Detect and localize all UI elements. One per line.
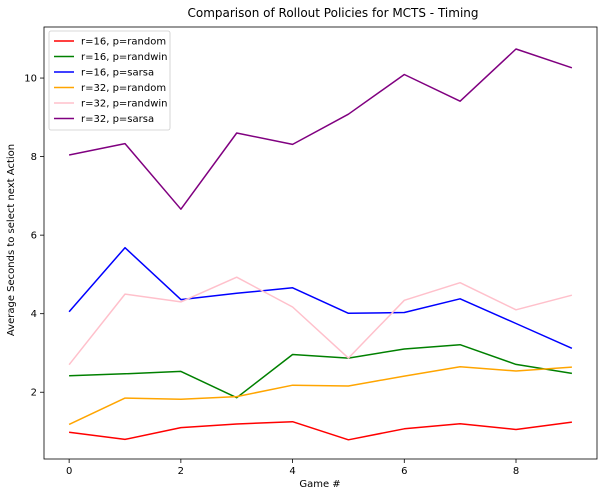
chart-title: Comparison of Rollout Policies for MCTS …: [187, 6, 478, 20]
legend-box: [48, 30, 171, 131]
series-line-3: [68, 365, 572, 426]
plot-frame: [43, 26, 598, 460]
legend-label: r=16, p=sarsa: [81, 68, 154, 79]
legend-label: r=32, p=sarsa: [81, 114, 154, 125]
series-line-4: [68, 276, 573, 366]
y-tick-label: 8: [31, 152, 37, 163]
y-axis: 2 4 6 8 10: [24, 74, 44, 399]
legend: r=16, p=random r=16, p=randwin r=16, p=sar…: [48, 30, 171, 131]
series-line-0: [69, 420, 572, 441]
legend-label: r=16, p=random: [81, 37, 166, 48]
x-axis-label: Game #: [299, 479, 340, 490]
x-tick-label: 0: [66, 466, 72, 477]
series-line-1: [69, 343, 573, 399]
x-tick-label: 4: [289, 466, 295, 477]
y-tick-label: 10: [24, 74, 37, 85]
series-line-2: [68, 246, 573, 349]
legend-label: r=16, p=randwin: [81, 52, 168, 63]
y-tick-label: 4: [31, 309, 37, 320]
plot-area: [68, 48, 573, 441]
legend-label: r=32, p=random: [81, 83, 166, 94]
y-tick-label: 6: [31, 231, 37, 242]
x-axis: 0 2 4 6 8: [66, 459, 519, 477]
series-line-5: [68, 48, 573, 210]
x-tick-label: 2: [178, 466, 184, 477]
y-axis-label: Average Seconds to select next Action: [6, 144, 17, 336]
y-tick-label: 2: [31, 388, 37, 399]
legend-label: r=32, p=randwin: [81, 99, 168, 110]
x-tick-label: 6: [401, 466, 407, 477]
x-tick-label: 8: [513, 466, 519, 477]
